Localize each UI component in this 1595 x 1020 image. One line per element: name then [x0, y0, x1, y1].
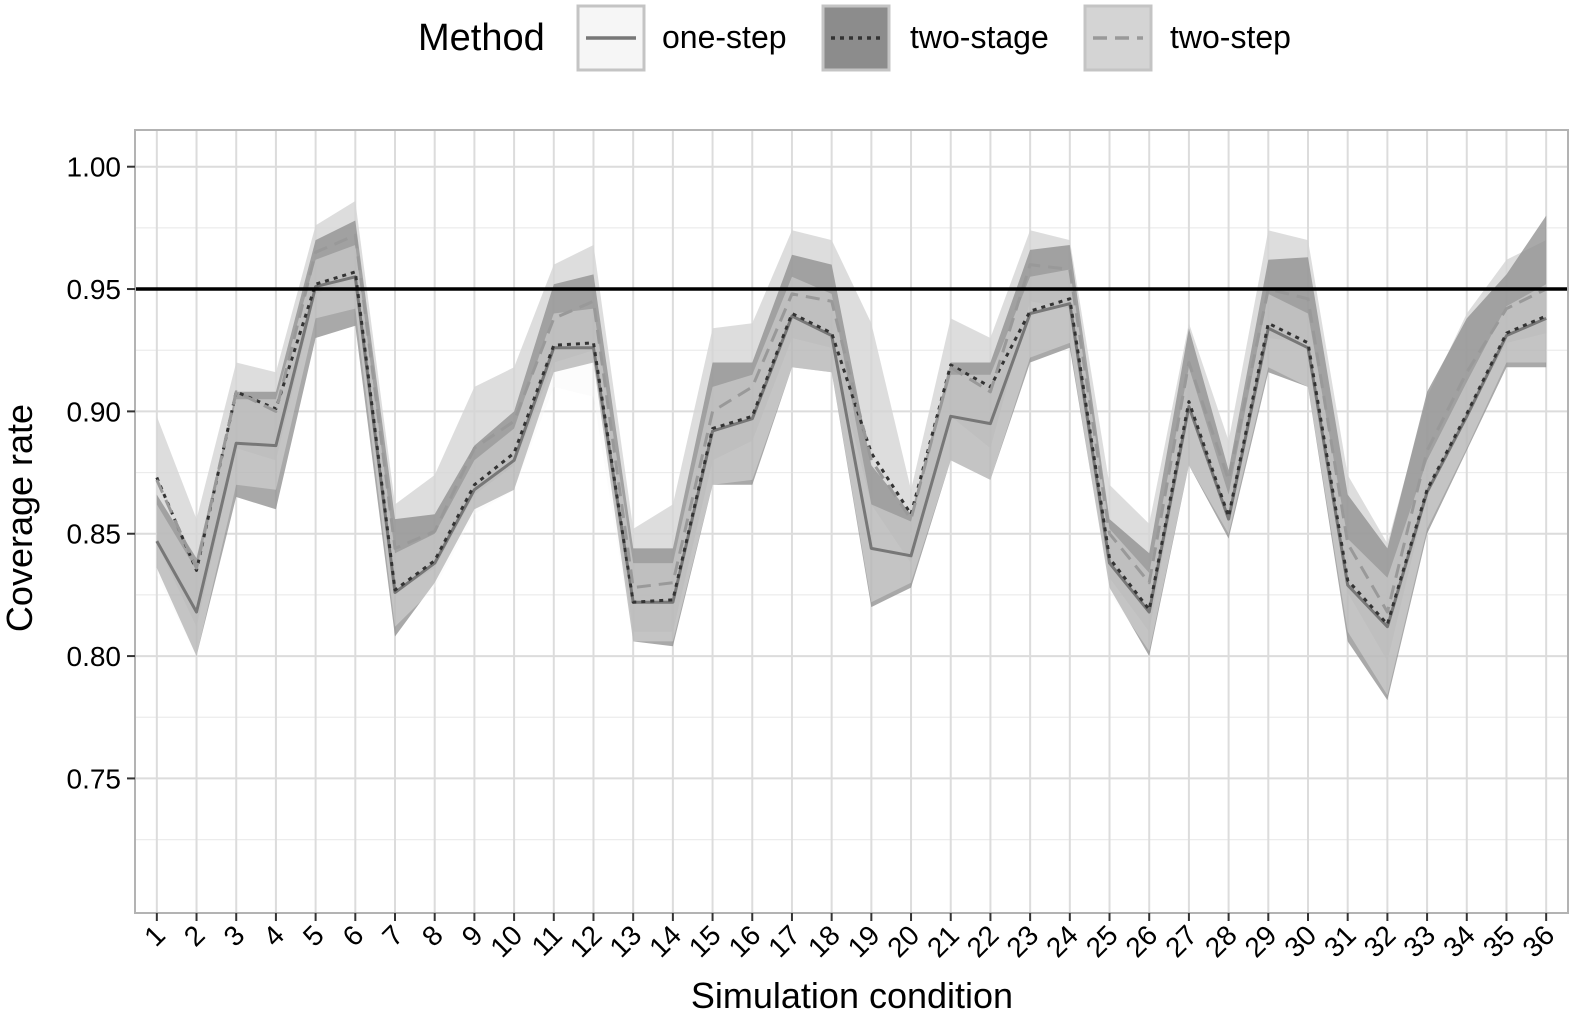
x-tick-label: 6 — [337, 919, 370, 952]
x-tick-label: 4 — [257, 919, 290, 952]
x-tick-label: 22 — [961, 919, 1005, 963]
y-tick-label: 0.80 — [67, 641, 122, 672]
x-tick-label: 33 — [1397, 919, 1441, 963]
y-axis-ticks: 0.75 0.80 0.85 0.90 0.95 1.00 — [67, 152, 135, 794]
plot-panel — [134, 129, 1569, 914]
x-tick-label: 3 — [218, 919, 251, 952]
x-tick-label: 25 — [1080, 919, 1124, 963]
y-tick-label: 0.95 — [67, 274, 122, 305]
y-tick-label: 0.75 — [67, 763, 122, 794]
y-tick-label: 1.00 — [67, 152, 122, 183]
y-axis-title: Coverage rate — [0, 404, 40, 632]
x-tick-label: 10 — [484, 919, 528, 963]
x-tick-label: 30 — [1278, 919, 1322, 963]
x-tick-label: 1 — [138, 919, 171, 952]
x-tick-label: 16 — [723, 919, 767, 963]
x-tick-label: 11 — [526, 919, 568, 961]
band-two-stage — [156, 215, 1547, 701]
legend-label-two-step: two-step — [1170, 19, 1291, 55]
x-axis-ticks: 1 2 3 4 5 6 7 8 91011121314151617181920212223242… — [138, 913, 1560, 963]
x-tick-label: 26 — [1120, 919, 1164, 963]
x-tick-label: 12 — [564, 919, 608, 963]
x-tick-label: 17 — [762, 919, 806, 963]
x-tick-label: 20 — [881, 919, 925, 963]
x-tick-label: 2 — [178, 919, 211, 952]
band-one-step — [156, 245, 1547, 696]
x-tick-label: 27 — [1159, 919, 1203, 963]
line-one-step — [155, 275, 1547, 629]
line-two-stage — [155, 270, 1547, 626]
y-tick-label: 0.90 — [67, 396, 122, 427]
x-tick-label: 18 — [802, 919, 846, 963]
x-tick-label: 36 — [1516, 919, 1560, 963]
legend-label-two-stage: two-stage — [910, 19, 1049, 55]
x-tick-label: 9 — [456, 919, 489, 952]
x-tick-label: 5 — [297, 919, 330, 952]
x-tick-label: 15 — [683, 919, 727, 963]
y-tick-label: 0.85 — [67, 519, 122, 550]
x-tick-label: 29 — [1239, 919, 1283, 963]
x-tick-label: 23 — [1000, 919, 1044, 963]
x-tick-label: 32 — [1358, 919, 1402, 963]
series-lines — [155, 233, 1547, 629]
band-two-step — [156, 201, 1547, 661]
x-tick-label: 34 — [1437, 919, 1481, 963]
x-tick-label: 35 — [1477, 919, 1521, 963]
confidence-bands — [156, 201, 1547, 701]
panel-border — [134, 129, 1569, 914]
x-tick-label: 19 — [842, 919, 886, 963]
x-tick-label: 13 — [603, 919, 647, 963]
legend-title: Method — [418, 17, 545, 59]
x-tick-label: 21 — [921, 919, 965, 963]
x-tick-label: 7 — [376, 919, 409, 952]
x-tick-label: 24 — [1040, 919, 1084, 963]
legend: Method one-step two-stage two-step — [418, 4, 1291, 72]
x-tick-label: 14 — [643, 919, 687, 963]
line-two-step — [155, 233, 1547, 614]
x-tick-label: 8 — [416, 919, 449, 952]
x-tick-label: 31 — [1318, 919, 1362, 963]
x-tick-label: 28 — [1199, 919, 1243, 963]
legend-label-one-step: one-step — [662, 19, 787, 55]
x-axis-title: Simulation condition — [691, 975, 1013, 1016]
